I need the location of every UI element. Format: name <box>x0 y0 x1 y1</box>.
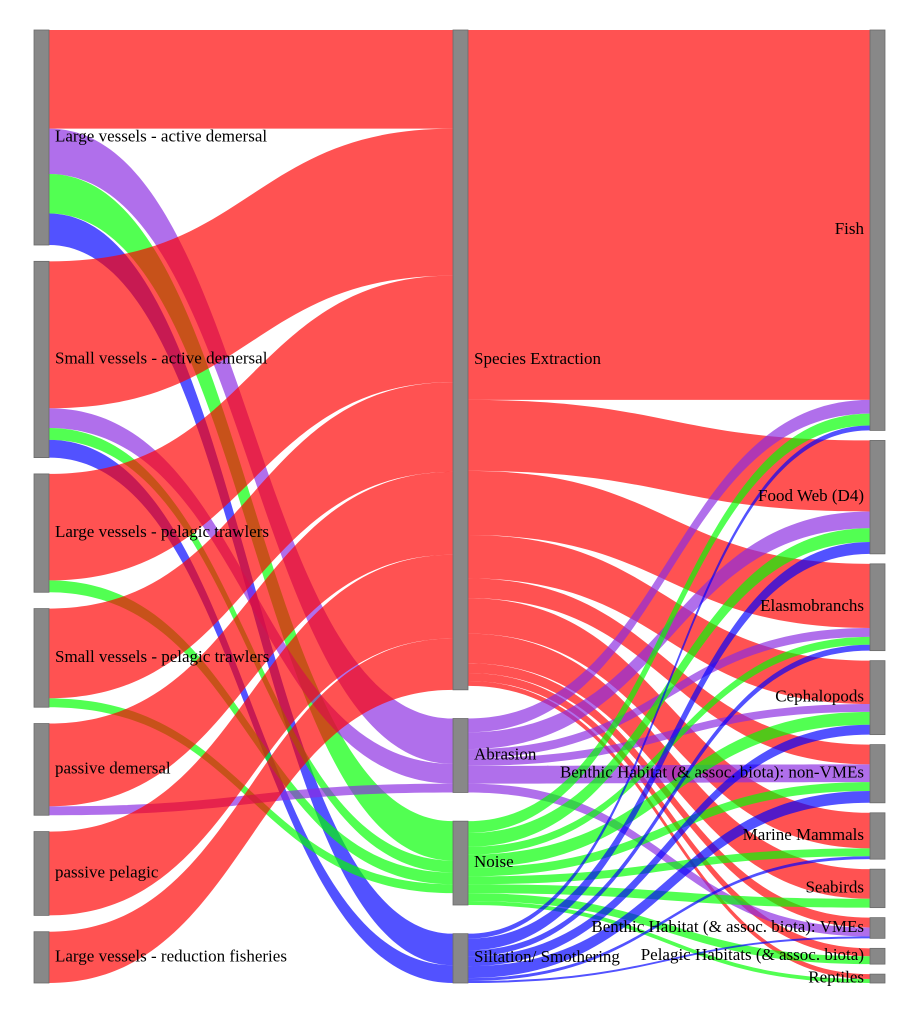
link-lp-to-se <box>49 275 453 581</box>
link-se-to-fi <box>468 30 870 400</box>
node-bar-small-vessels-pelagic-trawlers <box>33 608 50 708</box>
node-bar-seabirds <box>869 868 886 909</box>
node-label-reptiles: Reptiles <box>808 967 864 986</box>
node-large-vessels-active-demersal <box>33 29 50 246</box>
node-siltation-smothering <box>452 933 469 984</box>
link-se-to-ph <box>468 673 870 957</box>
node-label-benthic-habitat-assoc-biota-non-vmes: Benthic Habitat (& assoc. biota): non-VM… <box>560 763 864 782</box>
node-bar-reptiles <box>869 973 886 984</box>
node-abrasion <box>452 718 469 793</box>
node-label-large-vessels-pelagic-trawlers: Large vessels - pelagic trawlers <box>55 522 269 541</box>
link-ab-to-bv <box>468 783 870 937</box>
link-no-to-mm <box>468 848 870 885</box>
link-ab-to-fi <box>468 399 870 733</box>
node-bar-abrasion <box>452 718 469 793</box>
link-si-to-fi <box>468 425 870 939</box>
node-food-web-d4 <box>869 440 886 555</box>
node-seabirds <box>869 868 886 909</box>
node-bar-fish <box>869 29 886 431</box>
node-label-small-vessels-active-demersal: Small vessels - active demersal <box>55 348 268 367</box>
node-passive-pelagic <box>33 831 50 916</box>
node-label-passive-pelagic: passive pelagic <box>55 862 159 881</box>
link-ab-to-fw <box>468 511 870 750</box>
link-no-to-sb <box>468 884 870 908</box>
link-no-to-ph <box>468 893 870 965</box>
node-label-food-web-d4: Food Web (D4) <box>758 486 864 505</box>
nodes-layer <box>33 29 886 984</box>
node-label-large-vessels-active-demersal: Large vessels - active demersal <box>55 126 267 145</box>
node-cephalopods <box>869 660 886 736</box>
node-large-vessels-reduction-fisheries <box>33 931 50 984</box>
link-si-to-fw <box>468 542 870 951</box>
node-bar-passive-demersal <box>33 723 50 816</box>
node-pelagic-habitats-assoc-biota <box>869 947 886 965</box>
node-bar-pelagic-habitats-assoc-biota <box>869 947 886 965</box>
node-bar-benthic-habitat-assoc-biota-vmes <box>869 917 886 939</box>
node-bar-marine-mammals <box>869 812 886 860</box>
link-pp-to-se <box>49 554 453 916</box>
node-bar-benthic-habitat-assoc-biota-non-vmes <box>869 744 886 804</box>
node-bar-noise <box>452 820 469 906</box>
link-no-to-re <box>468 901 870 983</box>
node-passive-demersal <box>33 723 50 816</box>
labels-layer: Large vessels - active demersal Small ves… <box>55 126 864 986</box>
link-ld-to-se <box>49 30 453 129</box>
node-small-vessels-active-demersal <box>33 260 50 458</box>
node-benthic-habitat-assoc-biota-vmes <box>869 917 886 939</box>
node-bar-passive-pelagic <box>33 831 50 916</box>
node-bar-siltation-smothering <box>452 933 469 984</box>
node-bar-large-vessels-active-demersal <box>33 29 50 246</box>
link-lr-to-se <box>49 638 453 983</box>
node-label-cephalopods: Cephalopods <box>775 687 864 706</box>
node-label-seabirds: Seabirds <box>805 877 864 896</box>
link-si-to-mm <box>468 856 870 982</box>
node-bar-food-web-d4 <box>869 440 886 555</box>
node-label-marine-mammals: Marine Mammals <box>743 825 864 844</box>
node-label-small-vessels-pelagic-trawlers: Small vessels - pelagic trawlers <box>55 647 269 666</box>
link-si-to-bn <box>468 790 870 979</box>
link-no-to-fw <box>468 528 870 847</box>
node-small-vessels-pelagic-trawlers <box>33 608 50 708</box>
node-label-elasmobranchs: Elasmobranchs <box>760 596 864 615</box>
node-elasmobranchs <box>869 563 886 652</box>
node-label-abrasion: Abrasion <box>474 744 537 763</box>
node-species-extraction <box>452 29 469 691</box>
link-si-to-ce <box>468 724 870 967</box>
node-bar-large-vessels-pelagic-trawlers <box>33 473 50 593</box>
links-layer <box>49 30 870 984</box>
node-label-siltation-smothering: Siltation/ Smothering <box>474 947 620 966</box>
link-pd-to-se <box>49 471 453 807</box>
node-bar-elasmobranchs <box>869 563 886 652</box>
link-sd-to-ab <box>49 408 453 784</box>
node-bar-large-vessels-reduction-fisheries <box>33 931 50 984</box>
link-no-to-bn <box>468 782 870 877</box>
link-no-to-fi <box>468 413 870 834</box>
node-bar-species-extraction <box>452 29 469 691</box>
node-bar-small-vessels-active-demersal <box>33 260 50 458</box>
link-se-to-mm <box>468 598 870 849</box>
node-label-benthic-habitat-assoc-biota-vmes: Benthic Habitat (& assoc. biota): VMEs <box>591 917 864 936</box>
node-label-species-extraction: Species Extraction <box>474 349 601 368</box>
node-label-noise: Noise <box>474 852 514 871</box>
node-label-fish: Fish <box>835 219 865 238</box>
link-si-to-bv <box>468 936 870 983</box>
node-label-pelagic-habitats-assoc-biota: Pelagic Habitats (& assoc. biota) <box>641 945 864 964</box>
node-large-vessels-pelagic-trawlers <box>33 473 50 593</box>
node-label-passive-demersal: passive demersal <box>55 758 171 777</box>
node-noise <box>452 820 469 906</box>
link-sp-to-se <box>49 382 453 699</box>
node-fish <box>869 29 886 431</box>
link-se-to-bn <box>468 578 870 765</box>
link-no-to-ce <box>468 711 870 868</box>
node-reptiles <box>869 973 886 984</box>
node-label-large-vessels-reduction-fisheries: Large vessels - reduction fisheries <box>55 946 287 965</box>
link-ab-to-ce <box>468 704 870 766</box>
link-si-to-el <box>468 644 870 957</box>
link-sd-to-se <box>49 128 453 409</box>
node-marine-mammals <box>869 812 886 860</box>
node-benthic-habitat-assoc-biota-non-vmes <box>869 744 886 804</box>
node-bar-cephalopods <box>869 660 886 736</box>
